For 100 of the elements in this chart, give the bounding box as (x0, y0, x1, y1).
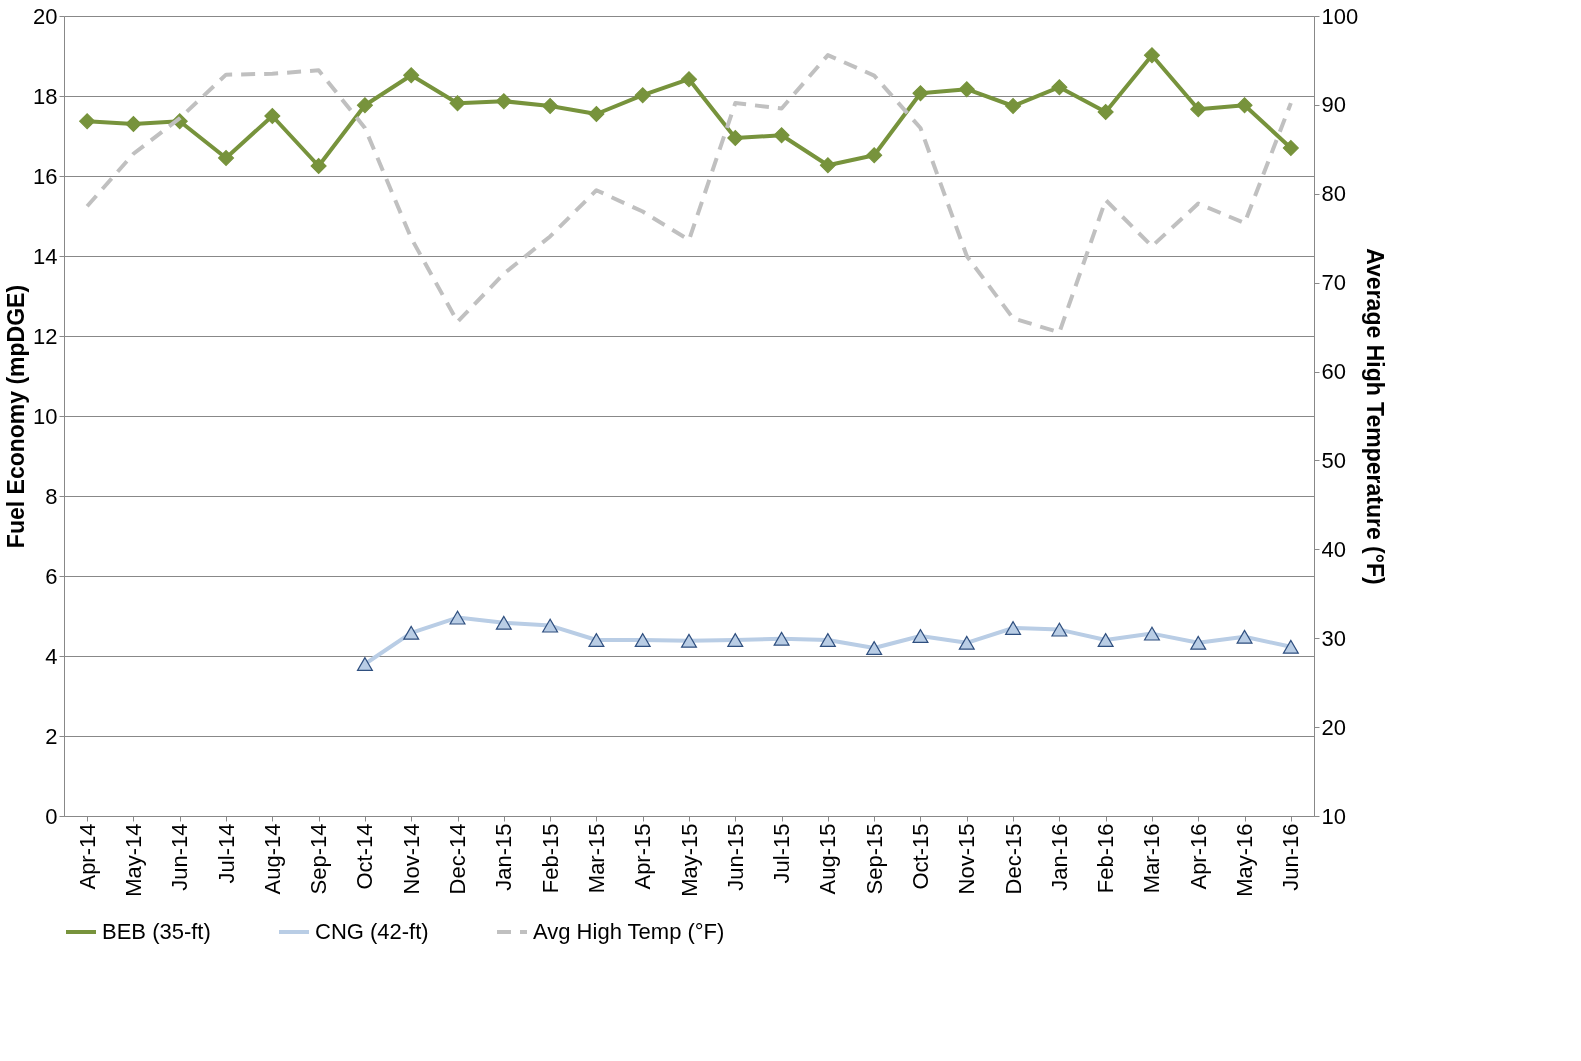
x-tick-label: Nov-14 (398, 823, 424, 895)
point (495, 615, 512, 630)
y-tick-label: 6 (45, 563, 58, 589)
point (403, 625, 420, 640)
point (773, 631, 790, 646)
x-tick-label: Aug-14 (259, 823, 285, 895)
y2-tick-label: 40 (1321, 536, 1346, 562)
point (912, 628, 929, 644)
y-tick-label: 2 (45, 723, 58, 749)
x-tick-label: Sep-14 (306, 823, 332, 895)
point (1051, 622, 1068, 637)
x-tick-label: Jun-16 (1278, 823, 1304, 891)
point (727, 129, 744, 147)
point (912, 85, 929, 102)
point (680, 633, 698, 648)
legend-label: BEB (35-ft) (102, 919, 211, 944)
legend-label: Avg High Temp (°F) (533, 919, 725, 944)
x-tick-label: Apr-16 (1185, 823, 1211, 890)
point (727, 632, 744, 648)
point (1282, 639, 1299, 654)
point (1097, 632, 1114, 648)
x-tick-label: Mar-15 (583, 823, 609, 894)
y-tick-label: 0 (45, 803, 58, 829)
y2-tick-label: 20 (1321, 714, 1346, 740)
y-axis-title: Fuel Economy (mpDGE) (3, 284, 30, 549)
y-tick-label: 14 (33, 243, 58, 269)
point (1051, 79, 1068, 96)
point (542, 97, 559, 115)
x-tick-label: Jul-15 (769, 823, 795, 884)
y2-tick-label: 50 (1321, 447, 1346, 473)
point (264, 107, 281, 125)
point (495, 93, 512, 110)
x-tick-label: Nov-15 (954, 823, 980, 895)
point (958, 81, 975, 98)
y2-tick-label: 80 (1321, 181, 1346, 207)
y-tick-label: 12 (33, 323, 58, 349)
x-tick-label: Sep-15 (861, 823, 887, 895)
y-tick-label: 18 (33, 83, 58, 109)
point (634, 87, 651, 104)
point (1143, 47, 1160, 64)
point (866, 147, 883, 164)
y2-tick-label: 100 (1321, 3, 1359, 29)
point (1190, 635, 1207, 650)
point (356, 97, 373, 114)
x-tick-label: May-16 (1232, 823, 1258, 897)
point (588, 105, 605, 123)
point (1097, 103, 1114, 121)
point (773, 127, 790, 144)
x-tick-label: Dec-15 (1000, 823, 1026, 895)
x-tick-label: Feb-15 (537, 823, 563, 894)
line-series (85, 53, 1293, 335)
x-tick-label: Jun-14 (167, 823, 193, 891)
x-tick-label: May-15 (676, 823, 702, 897)
y-tick-label: 8 (45, 483, 58, 509)
point (1005, 97, 1022, 115)
y-tick-label: 20 (33, 3, 58, 29)
point (1143, 626, 1160, 641)
y-tick-label: 10 (33, 403, 58, 429)
x-tick-label: Mar-16 (1139, 823, 1165, 894)
point (1236, 97, 1253, 114)
x-tick-label: Jun-15 (722, 823, 748, 891)
x-tick-label: Jan-16 (1046, 823, 1072, 891)
point (125, 115, 142, 133)
point (1282, 139, 1299, 157)
point (1005, 620, 1022, 636)
y2-tick-label: 60 (1321, 359, 1346, 385)
point (634, 632, 651, 648)
point (680, 71, 698, 88)
x-tick-label: Oct-14 (352, 823, 378, 890)
y2-tick-label: 10 (1321, 803, 1346, 829)
point (218, 149, 235, 167)
y2-axis-title: Average High Temperature (°F) (1362, 248, 1389, 585)
y-tick-label: 16 (33, 163, 58, 189)
point (819, 157, 836, 174)
point (403, 67, 420, 84)
x-tick-label: May-14 (120, 823, 146, 897)
point (79, 113, 96, 130)
point (588, 632, 605, 648)
point (542, 618, 559, 633)
x-tick-label: Dec-14 (445, 823, 471, 895)
y2-tick-label: 90 (1321, 92, 1346, 118)
x-tick-label: Apr-15 (630, 823, 656, 890)
x-tick-label: Oct-15 (907, 823, 933, 890)
x-tick-label: Feb-16 (1093, 823, 1119, 894)
y2-tick-label: 70 (1321, 270, 1346, 296)
x-tick-label: Aug-15 (815, 823, 841, 895)
point (356, 656, 373, 672)
point (958, 635, 975, 650)
point (1190, 101, 1207, 118)
y2-tick-label: 30 (1321, 625, 1346, 651)
point (819, 632, 836, 648)
point (449, 610, 466, 625)
point (449, 95, 466, 112)
legend-label: CNG (42-ft) (315, 919, 429, 944)
y-tick-label: 4 (45, 643, 58, 669)
x-tick-label: Jul-14 (213, 823, 239, 884)
x-tick-label: Apr-14 (74, 823, 100, 890)
x-tick-label: Jan-15 (491, 823, 517, 891)
point (310, 157, 327, 175)
point (1236, 629, 1253, 644)
